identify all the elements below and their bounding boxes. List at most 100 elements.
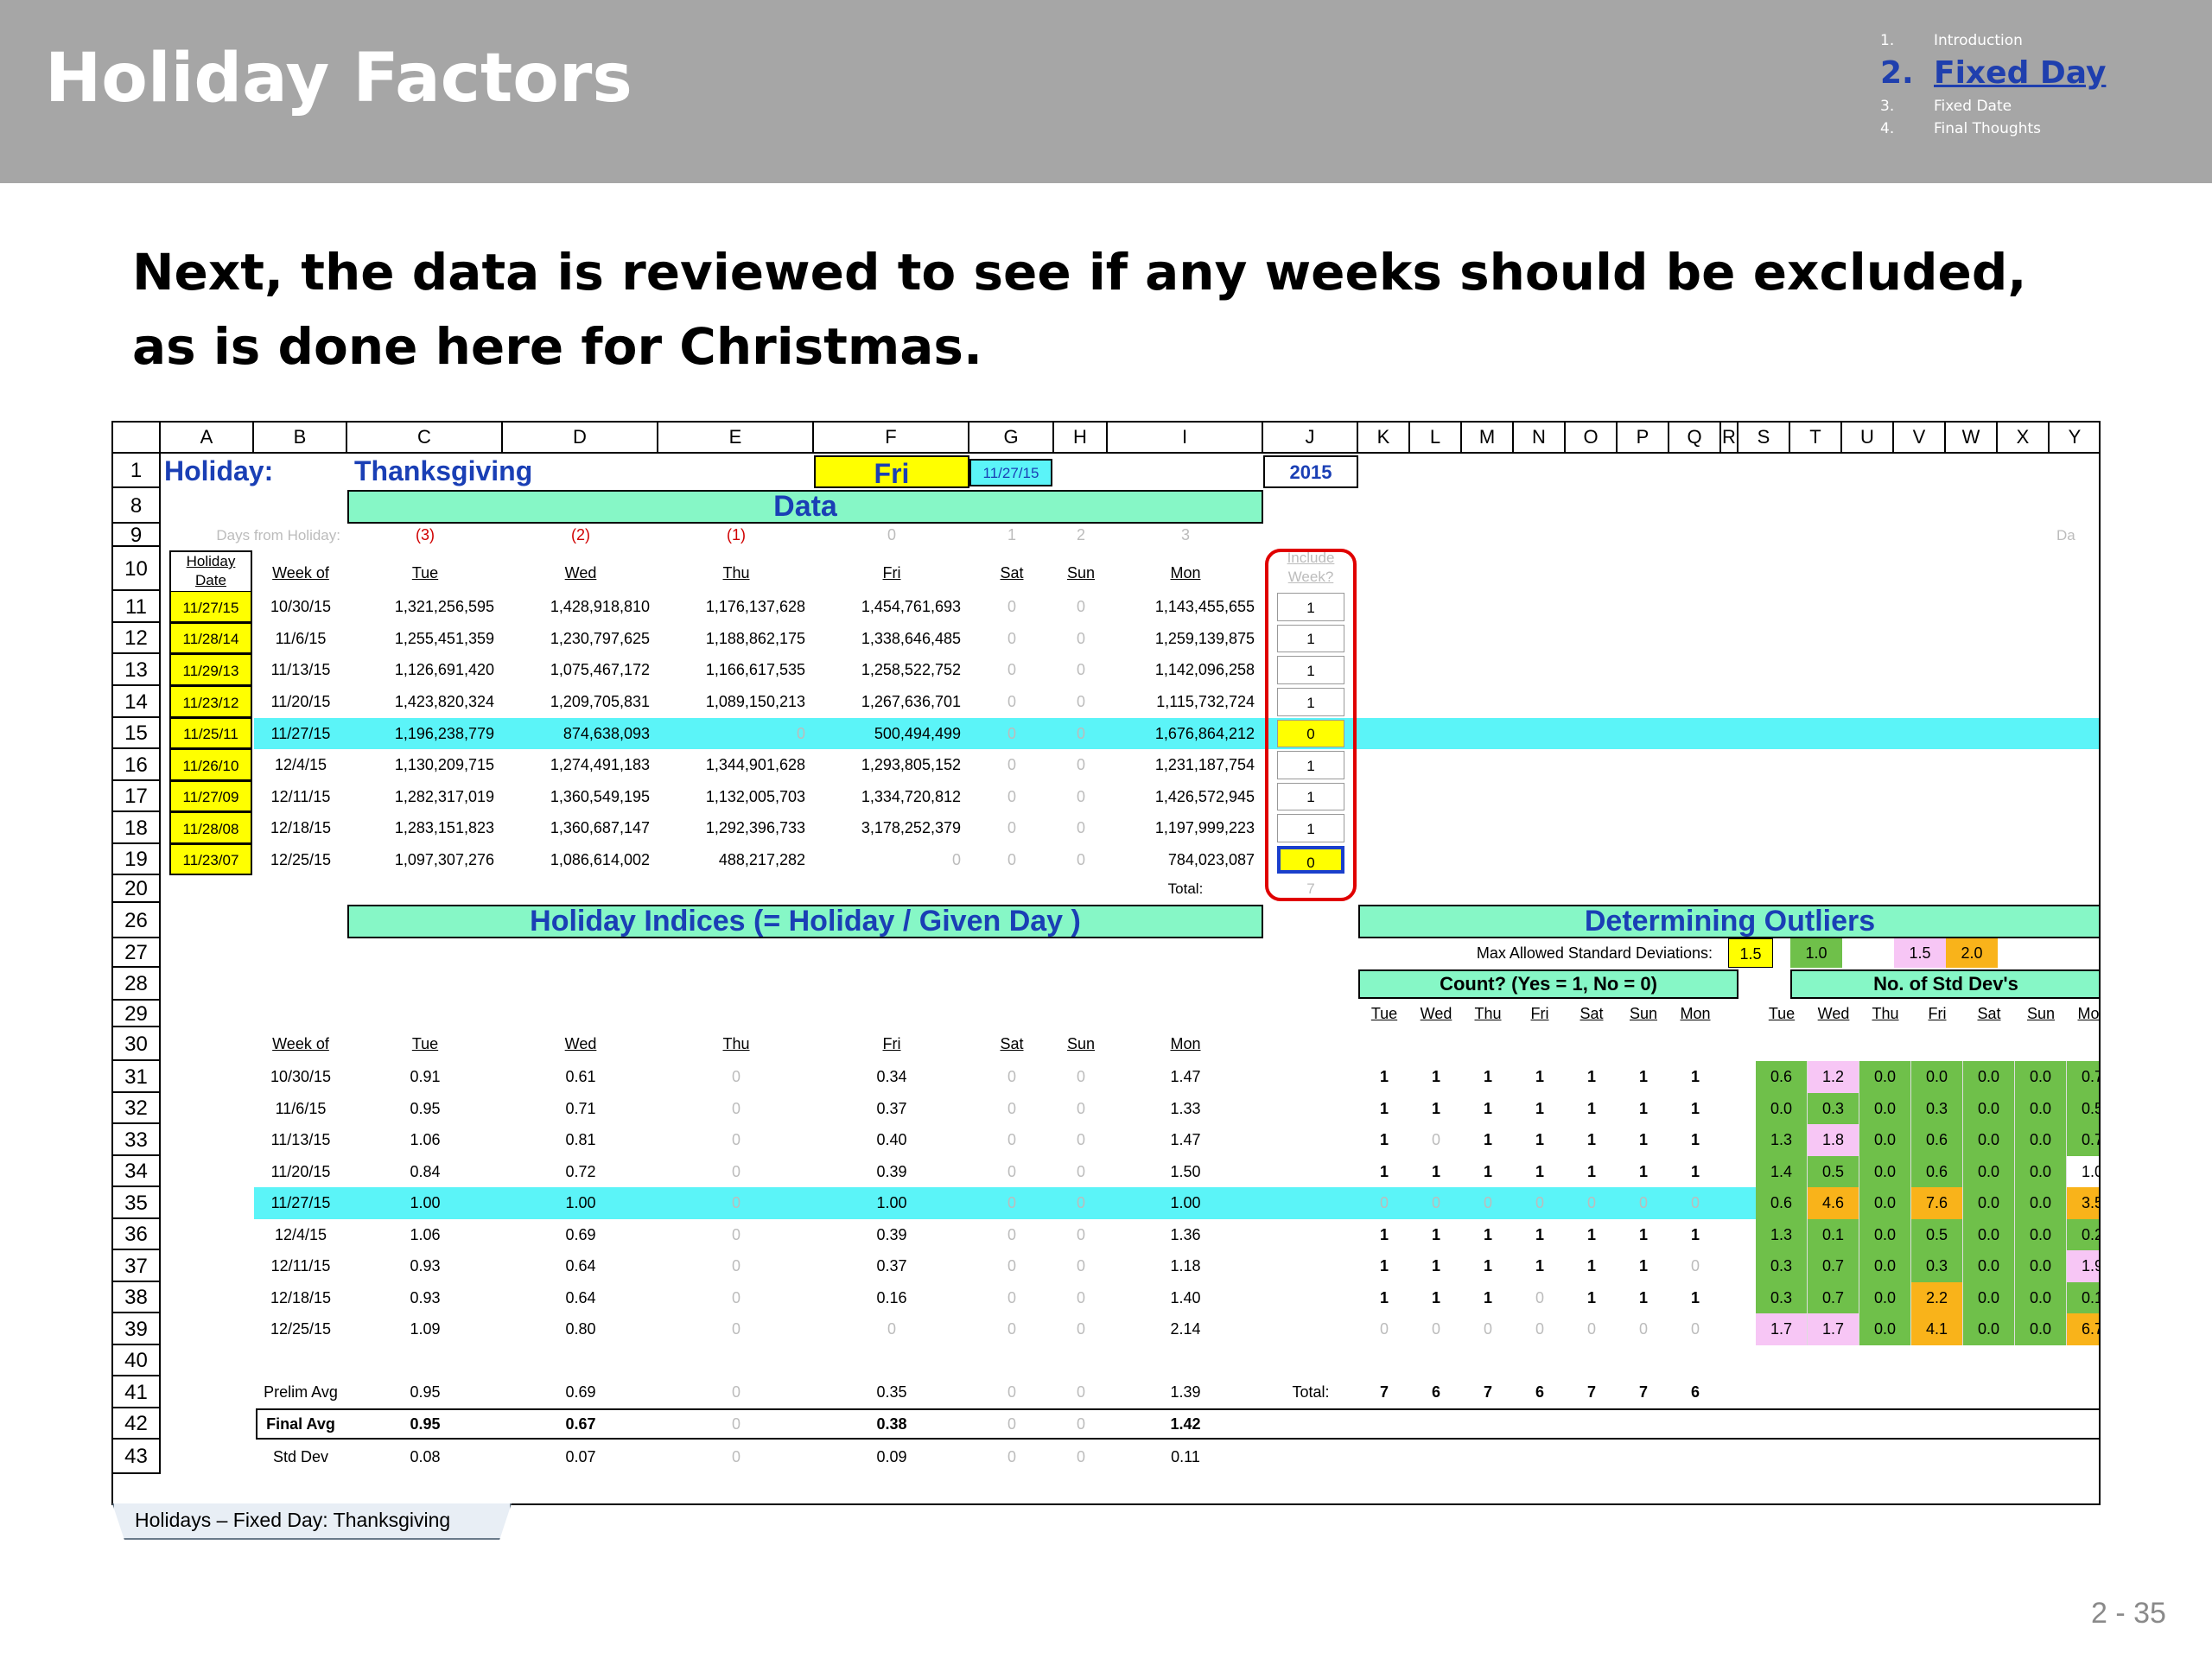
include-week-cell[interactable]: 0 <box>1277 846 1344 874</box>
holiday-year[interactable]: 2015 <box>1263 455 1358 488</box>
row-header-34[interactable]: 34 <box>113 1156 161 1187</box>
include-week-cell[interactable]: 1 <box>1277 625 1344 652</box>
row-header-8[interactable]: 8 <box>113 488 161 524</box>
data-value-cell: 0 <box>1007 756 1016 773</box>
data-value-cell: 500,494,499 <box>874 725 961 742</box>
index-value-cell: 1.36 <box>1170 1226 1201 1243</box>
column-header-i[interactable]: I <box>1108 423 1263 454</box>
column-header-c[interactable]: C <box>347 423 503 454</box>
row-header-37[interactable]: 37 <box>113 1250 161 1282</box>
row-header-11[interactable]: 11 <box>113 591 161 623</box>
row-header-41[interactable]: 41 <box>113 1376 161 1408</box>
column-header-t[interactable]: T <box>1790 423 1842 454</box>
column-header-m[interactable]: M <box>1462 423 1514 454</box>
column-header-h[interactable]: H <box>1054 423 1108 454</box>
row-header-12[interactable]: 12 <box>113 623 161 654</box>
column-header-b[interactable]: B <box>254 423 347 454</box>
holiday-date-cell[interactable]: 11/28/08 <box>169 812 252 844</box>
row-header-16[interactable]: 16 <box>113 749 161 781</box>
column-header-f[interactable]: F <box>814 423 969 454</box>
row-header-28[interactable]: 28 <box>113 968 161 1001</box>
row-header-32[interactable]: 32 <box>113 1093 161 1124</box>
count-cell: 1 <box>1379 1289 1389 1306</box>
row-header-9[interactable]: 9 <box>113 524 161 547</box>
column-header-e[interactable]: E <box>658 423 814 454</box>
column-header-r[interactable]: R <box>1721 423 1738 454</box>
include-week-cell[interactable]: 1 <box>1277 656 1344 684</box>
holiday-date-cell[interactable]: 11/29/13 <box>169 654 252 686</box>
column-header-j[interactable]: J <box>1263 423 1358 454</box>
row-header-36[interactable]: 36 <box>113 1219 161 1250</box>
max-std-value[interactable]: 1.5 <box>1728 938 1773 968</box>
count-day-header: Mon <box>1680 1005 1711 1022</box>
holiday-day[interactable]: Fri <box>814 455 969 489</box>
std-dev-cell: 0.0 <box>1911 1061 1963 1093</box>
row-header-33[interactable]: 33 <box>113 1124 161 1156</box>
data-value-cell: 0 <box>1007 819 1016 836</box>
include-week-cell[interactable]: 1 <box>1277 751 1344 779</box>
index-value-cell: 1.40 <box>1170 1289 1201 1306</box>
row-header-42[interactable]: 42 <box>113 1408 161 1440</box>
include-week-cell[interactable]: 1 <box>1277 783 1344 810</box>
column-header-u[interactable]: U <box>1842 423 1894 454</box>
count-day-header: Sun <box>1629 1005 1658 1022</box>
column-header-l[interactable]: L <box>1410 423 1462 454</box>
row-header-14[interactable]: 14 <box>113 686 161 718</box>
column-header-k[interactable]: K <box>1358 423 1410 454</box>
holiday-date-cell[interactable]: 11/27/15 <box>169 591 252 623</box>
column-header-y[interactable]: Y <box>2050 423 2099 454</box>
days-from-value: 1 <box>1007 526 1016 543</box>
row-header-15[interactable]: 15 <box>113 718 161 749</box>
include-week-cell[interactable]: 1 <box>1277 688 1344 716</box>
include-week-cell[interactable]: 1 <box>1277 814 1344 842</box>
row-header-17[interactable]: 17 <box>113 781 161 812</box>
row-header-29[interactable]: 29 <box>113 1001 161 1027</box>
column-header-d[interactable]: D <box>503 423 658 454</box>
holiday-date-cell[interactable]: 11/25/11 <box>169 718 252 749</box>
holiday-date-cell[interactable]: 11/23/07 <box>169 844 252 875</box>
column-header-v[interactable]: V <box>1894 423 1946 454</box>
holiday-date-cell[interactable]: 11/27/09 <box>169 781 252 812</box>
row-header-1[interactable]: 1 <box>113 454 161 488</box>
include-week-cell[interactable]: 1 <box>1277 593 1344 621</box>
column-header-p[interactable]: P <box>1618 423 1669 454</box>
include-week-cell[interactable]: 0 <box>1277 720 1344 747</box>
column-header-s[interactable]: S <box>1738 423 1790 454</box>
column-header-o[interactable]: O <box>1566 423 1618 454</box>
column-header-g[interactable]: G <box>969 423 1054 454</box>
row-header-27[interactable]: 27 <box>113 938 161 968</box>
column-header-w[interactable]: W <box>1946 423 1998 454</box>
row-header-40[interactable]: 40 <box>113 1345 161 1376</box>
holiday-date[interactable]: 11/27/15 <box>969 459 1052 486</box>
row-header-18[interactable]: 18 <box>113 812 161 844</box>
column-header-x[interactable]: X <box>1998 423 2050 454</box>
count-total-cell: 7 <box>1638 1383 1648 1401</box>
count-cell: 1 <box>1586 1257 1596 1274</box>
std-dev-cell: 0.0 <box>1963 1313 2015 1345</box>
column-header-q[interactable]: Q <box>1669 423 1721 454</box>
row-header-20[interactable]: 20 <box>113 875 161 903</box>
data-value-cell: 1,338,646,485 <box>861 630 961 647</box>
sheet-tab[interactable]: Holidays – Fixed Day: Thanksgiving <box>112 1503 512 1540</box>
days-from-value: (2) <box>571 526 590 543</box>
final-avg-cell: 0 <box>1007 1415 1016 1433</box>
holiday-date-cell[interactable]: 11/28/14 <box>169 623 252 654</box>
column-header-a[interactable]: A <box>161 423 254 454</box>
count-cell: 0 <box>1638 1194 1648 1211</box>
holiday-date-cell[interactable]: 11/23/12 <box>169 686 252 718</box>
row-header-13[interactable]: 13 <box>113 654 161 686</box>
row-header-31[interactable]: 31 <box>113 1061 161 1093</box>
row-header-43[interactable]: 43 <box>113 1440 161 1474</box>
row-header-26[interactable]: 26 <box>113 903 161 938</box>
row-header-19[interactable]: 19 <box>113 844 161 875</box>
column-header-n[interactable]: N <box>1514 423 1566 454</box>
holiday-date-cell[interactable]: 11/26/10 <box>169 749 252 781</box>
row-header-39[interactable]: 39 <box>113 1313 161 1345</box>
row-header-10[interactable]: 10 <box>113 547 161 591</box>
std-dev-row-cell: 0.08 <box>410 1448 441 1465</box>
week-of-cell: 11/13/15 <box>270 1131 331 1148</box>
holiday-name: Thanksgiving <box>354 455 533 486</box>
row-header-30[interactable]: 30 <box>113 1027 161 1061</box>
row-header-35[interactable]: 35 <box>113 1187 161 1219</box>
row-header-38[interactable]: 38 <box>113 1282 161 1313</box>
